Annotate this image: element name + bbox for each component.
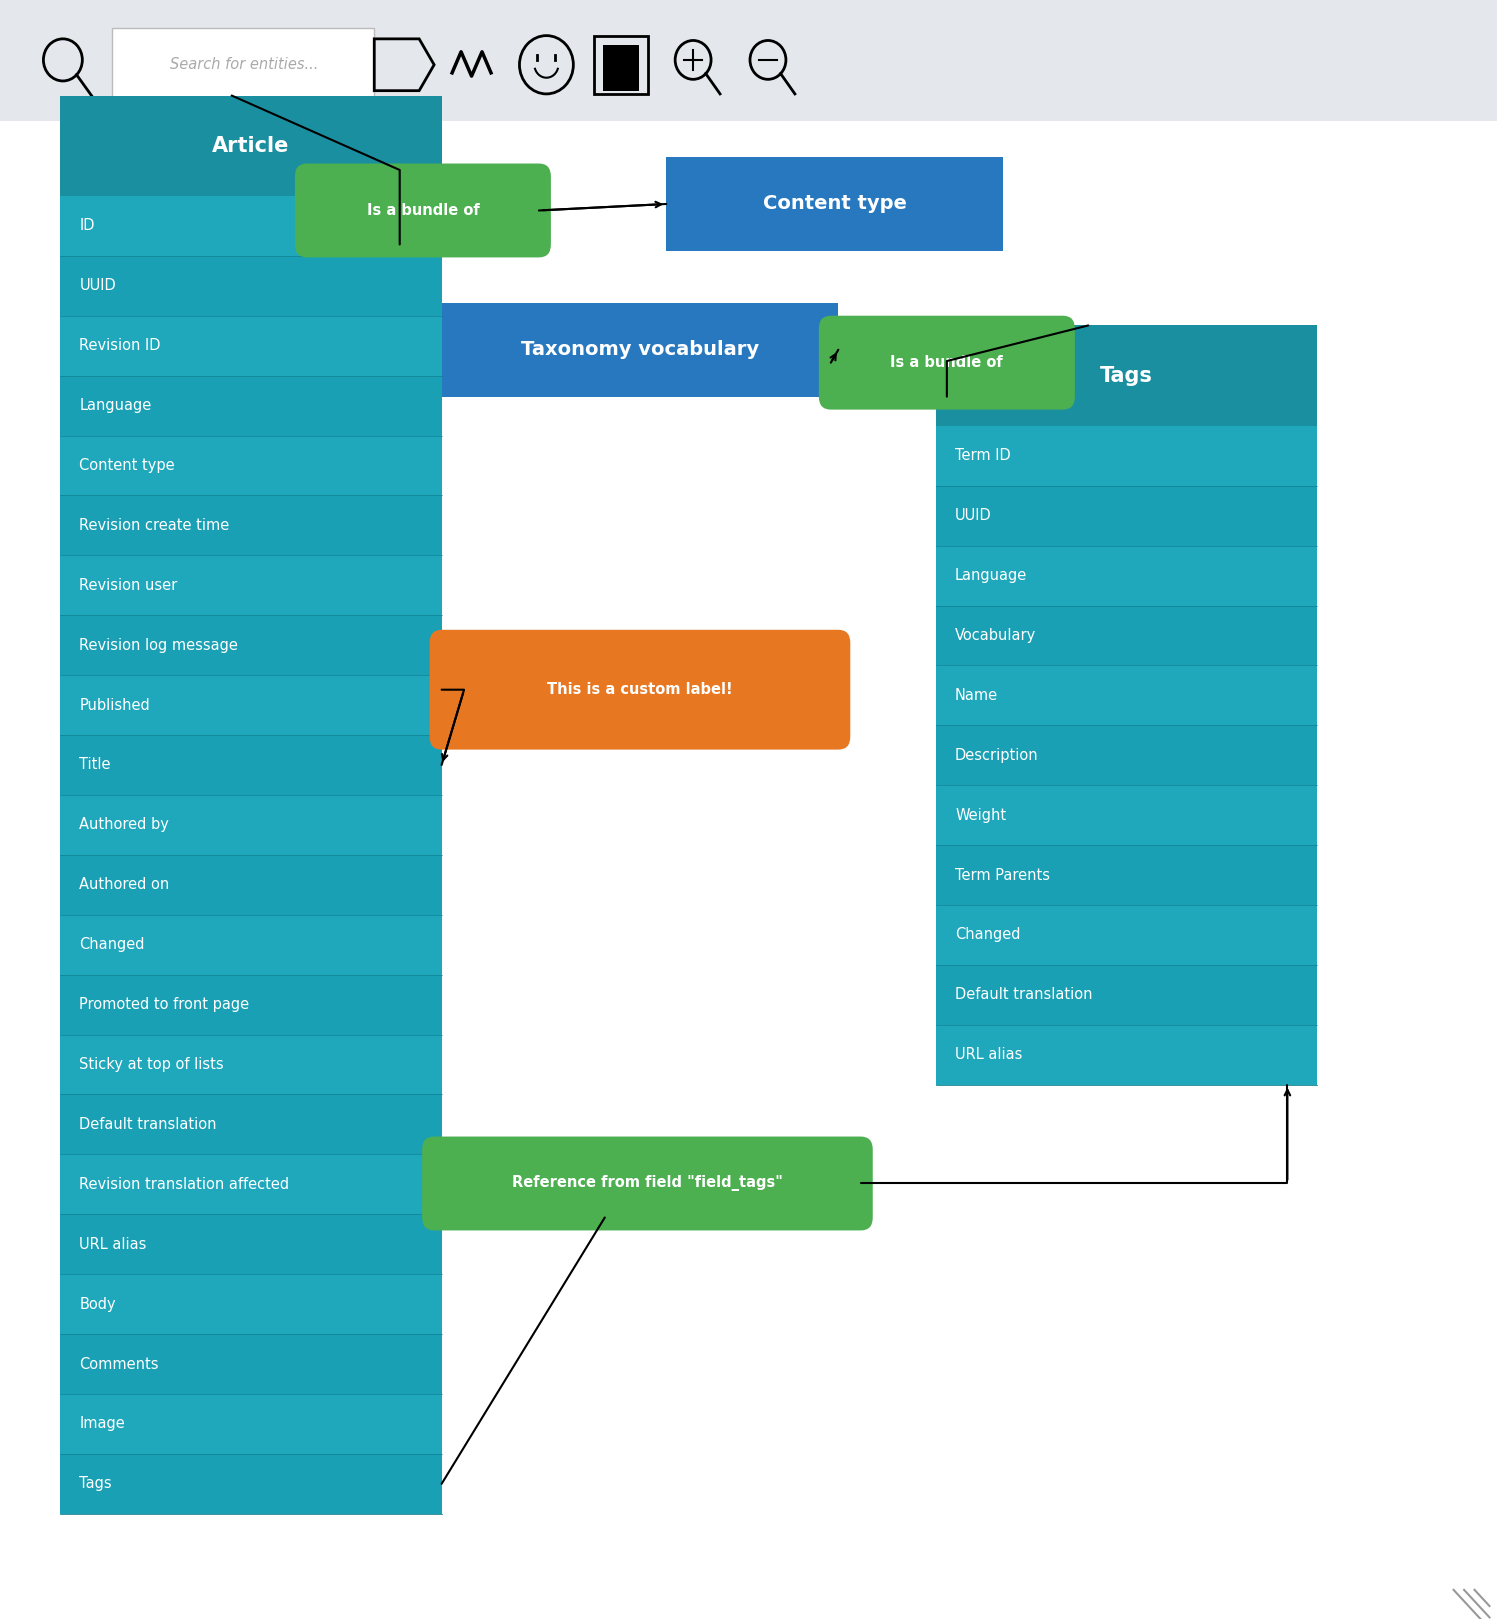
Text: Revision create time: Revision create time	[79, 518, 229, 533]
Text: Tags: Tags	[1100, 366, 1153, 385]
FancyBboxPatch shape	[936, 1025, 1317, 1085]
FancyBboxPatch shape	[60, 615, 442, 675]
Text: URL alias: URL alias	[79, 1237, 147, 1251]
Text: Weight: Weight	[955, 808, 1006, 822]
FancyBboxPatch shape	[60, 795, 442, 855]
Text: Content type: Content type	[762, 194, 907, 214]
FancyBboxPatch shape	[819, 316, 1075, 410]
FancyBboxPatch shape	[112, 28, 374, 105]
Text: Sticky at top of lists: Sticky at top of lists	[79, 1057, 225, 1072]
FancyBboxPatch shape	[60, 1094, 442, 1154]
FancyBboxPatch shape	[60, 855, 442, 915]
FancyBboxPatch shape	[936, 965, 1317, 1025]
FancyBboxPatch shape	[60, 675, 442, 735]
FancyBboxPatch shape	[60, 1394, 442, 1454]
FancyBboxPatch shape	[936, 325, 1317, 426]
Text: Revision user: Revision user	[79, 578, 178, 593]
Text: Revision translation affected: Revision translation affected	[79, 1177, 289, 1192]
Text: Language: Language	[955, 568, 1027, 583]
FancyBboxPatch shape	[442, 303, 838, 397]
FancyBboxPatch shape	[936, 785, 1317, 845]
Text: Published: Published	[79, 698, 150, 712]
Text: Revision ID: Revision ID	[79, 338, 160, 353]
FancyBboxPatch shape	[60, 1035, 442, 1094]
Text: Term Parents: Term Parents	[955, 868, 1049, 882]
FancyBboxPatch shape	[60, 735, 442, 795]
FancyBboxPatch shape	[60, 196, 442, 256]
Text: Default translation: Default translation	[79, 1117, 217, 1132]
FancyBboxPatch shape	[60, 1454, 442, 1514]
Text: Comments: Comments	[79, 1357, 159, 1371]
Text: Changed: Changed	[79, 937, 145, 952]
Text: Image: Image	[79, 1417, 126, 1431]
FancyBboxPatch shape	[666, 157, 1003, 251]
Text: Term ID: Term ID	[955, 448, 1010, 463]
FancyBboxPatch shape	[60, 555, 442, 615]
Text: Taxonomy vocabulary: Taxonomy vocabulary	[521, 340, 759, 359]
Text: Vocabulary: Vocabulary	[955, 628, 1036, 643]
Text: ID: ID	[79, 219, 94, 233]
Text: Authored on: Authored on	[79, 877, 169, 892]
Text: Description: Description	[955, 748, 1039, 763]
FancyBboxPatch shape	[430, 630, 850, 750]
FancyBboxPatch shape	[60, 96, 442, 196]
FancyBboxPatch shape	[936, 546, 1317, 606]
FancyBboxPatch shape	[936, 665, 1317, 725]
Text: Changed: Changed	[955, 928, 1021, 942]
FancyBboxPatch shape	[295, 164, 551, 257]
Text: Authored by: Authored by	[79, 818, 169, 832]
Text: Revision log message: Revision log message	[79, 638, 238, 652]
Text: Search for entities...: Search for entities...	[169, 57, 319, 73]
FancyBboxPatch shape	[60, 256, 442, 316]
Text: Title: Title	[79, 758, 111, 772]
FancyBboxPatch shape	[60, 915, 442, 975]
FancyBboxPatch shape	[60, 1334, 442, 1394]
FancyBboxPatch shape	[60, 495, 442, 555]
Text: UUID: UUID	[79, 278, 117, 293]
FancyBboxPatch shape	[936, 725, 1317, 785]
FancyBboxPatch shape	[422, 1137, 873, 1230]
FancyBboxPatch shape	[936, 486, 1317, 546]
Text: Language: Language	[79, 398, 151, 413]
FancyBboxPatch shape	[60, 1274, 442, 1334]
Text: Default translation: Default translation	[955, 988, 1093, 1002]
FancyBboxPatch shape	[60, 316, 442, 376]
Text: Reference from field "field_tags": Reference from field "field_tags"	[512, 1175, 783, 1192]
FancyBboxPatch shape	[936, 606, 1317, 665]
Text: Tags: Tags	[79, 1477, 112, 1491]
FancyBboxPatch shape	[936, 905, 1317, 965]
Text: Article: Article	[213, 136, 289, 155]
Text: Name: Name	[955, 688, 998, 703]
FancyBboxPatch shape	[603, 68, 639, 91]
Text: Is a bundle of: Is a bundle of	[367, 202, 479, 219]
Text: Content type: Content type	[79, 458, 175, 473]
FancyBboxPatch shape	[936, 845, 1317, 905]
Text: Is a bundle of: Is a bundle of	[891, 355, 1003, 371]
FancyBboxPatch shape	[936, 426, 1317, 486]
FancyBboxPatch shape	[60, 436, 442, 495]
Text: Body: Body	[79, 1297, 115, 1311]
FancyBboxPatch shape	[0, 0, 1497, 121]
Text: URL alias: URL alias	[955, 1047, 1022, 1062]
Text: UUID: UUID	[955, 508, 993, 523]
FancyBboxPatch shape	[603, 45, 639, 71]
Text: Promoted to front page: Promoted to front page	[79, 997, 250, 1012]
FancyBboxPatch shape	[60, 1154, 442, 1214]
FancyBboxPatch shape	[60, 376, 442, 436]
FancyBboxPatch shape	[60, 1214, 442, 1274]
Text: This is a custom label!: This is a custom label!	[548, 682, 732, 698]
FancyBboxPatch shape	[60, 975, 442, 1035]
